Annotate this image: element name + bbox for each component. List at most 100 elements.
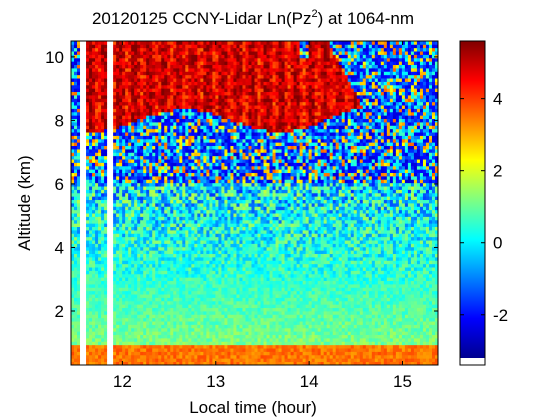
heatmap-cell — [158, 74, 162, 79]
heatmap-cell — [215, 84, 219, 89]
heatmap-cell — [161, 230, 165, 234]
heatmap-cell — [224, 284, 228, 288]
heatmap-cell — [179, 226, 183, 231]
heatmap-cell — [143, 290, 147, 295]
heatmap-cell — [185, 84, 189, 89]
heatmap-cell — [92, 338, 96, 342]
heatmap-cell — [71, 74, 75, 79]
heatmap-cell — [113, 165, 117, 170]
heatmap-cell — [176, 287, 180, 292]
heatmap-cell — [107, 88, 111, 93]
heatmap-cell — [149, 135, 153, 140]
heatmap-cell — [128, 216, 132, 221]
chart-title-sup: 2 — [312, 8, 318, 20]
heatmap-cell — [146, 189, 150, 194]
heatmap-cell — [101, 91, 105, 96]
heatmap-cell — [77, 257, 81, 261]
heatmap-cell — [101, 280, 105, 285]
heatmap-cell — [101, 273, 105, 278]
heatmap-cell — [209, 118, 213, 123]
heatmap-cell — [113, 226, 117, 231]
heatmap-cell — [113, 98, 117, 103]
heatmap-cell — [200, 78, 204, 82]
heatmap-cell — [77, 361, 81, 365]
heatmap-cell — [194, 213, 198, 217]
heatmap-cell — [134, 135, 138, 140]
heatmap-cell — [104, 159, 108, 163]
heatmap-cell — [134, 267, 138, 271]
heatmap-cell — [209, 236, 213, 241]
heatmap-cell — [74, 250, 78, 255]
heatmap-cell — [173, 240, 177, 244]
heatmap-cell — [122, 361, 126, 365]
heatmap-cell — [128, 172, 132, 177]
heatmap-cell — [212, 199, 216, 204]
heatmap-cell — [104, 223, 108, 228]
heatmap-cell — [155, 240, 159, 244]
heatmap-cell — [140, 257, 144, 261]
heatmap-cell — [185, 297, 189, 302]
heatmap-cell — [158, 68, 162, 72]
heatmap-cell — [179, 338, 183, 342]
heatmap-cell — [161, 314, 165, 319]
heatmap-cell — [218, 192, 222, 197]
heatmap-cell — [146, 145, 150, 150]
heatmap-cell — [134, 145, 138, 150]
heatmap-cell — [110, 118, 114, 123]
heatmap-cell — [185, 321, 189, 325]
heatmap-cell — [110, 68, 114, 72]
heatmap-cell — [146, 358, 150, 363]
heatmap-cell — [167, 132, 171, 136]
heatmap-cell — [122, 95, 126, 99]
heatmap-cell — [86, 81, 90, 86]
heatmap-cell — [107, 108, 111, 113]
heatmap-cell — [125, 304, 129, 309]
heatmap-cell — [86, 95, 90, 99]
heatmap-cell — [134, 54, 138, 59]
heatmap-cell — [95, 138, 99, 143]
heatmap-cell — [77, 304, 81, 309]
heatmap-cell — [203, 270, 207, 275]
heatmap-cell — [119, 280, 123, 285]
heatmap-cell — [197, 78, 201, 82]
heatmap-cell — [95, 111, 99, 116]
heatmap-cell — [140, 189, 144, 194]
heatmap-cell — [191, 98, 195, 103]
heatmap-cell — [74, 263, 78, 268]
heatmap-cell — [200, 209, 204, 214]
heatmap-cell — [89, 243, 93, 248]
heatmap-cell — [206, 145, 210, 150]
heatmap-cell — [176, 54, 180, 59]
heatmap-cell — [146, 351, 150, 356]
heatmap-cell — [134, 142, 138, 147]
heatmap-cell — [95, 176, 99, 180]
heatmap-cell — [164, 277, 168, 282]
heatmap-cell — [179, 101, 183, 106]
heatmap-cell — [218, 152, 222, 157]
heatmap-cell — [83, 138, 87, 143]
heatmap-cell — [194, 267, 198, 271]
heatmap-cell — [74, 338, 78, 342]
heatmap-cell — [209, 54, 213, 59]
heatmap-cell — [98, 118, 102, 123]
heatmap-cell — [197, 186, 201, 190]
heatmap-cell — [77, 311, 81, 315]
heatmap-cell — [119, 91, 123, 96]
heatmap-cell — [104, 71, 108, 76]
heatmap-cell — [143, 105, 147, 109]
heatmap-cell — [155, 64, 159, 69]
heatmap-cell — [206, 172, 210, 177]
heatmap-cell — [86, 287, 90, 292]
heatmap-cell — [152, 260, 156, 265]
heatmap-cell — [125, 199, 129, 204]
heatmap-cell — [188, 348, 192, 352]
heatmap-cell — [77, 74, 81, 79]
heatmap-cell — [92, 162, 96, 167]
heatmap-cell — [86, 189, 90, 194]
heatmap-cell — [176, 344, 180, 349]
heatmap-cell — [203, 125, 207, 130]
heatmap-cell — [200, 290, 204, 295]
heatmap-cell — [122, 118, 126, 123]
heatmap-cell — [209, 361, 213, 365]
heatmap-cell — [191, 155, 195, 160]
